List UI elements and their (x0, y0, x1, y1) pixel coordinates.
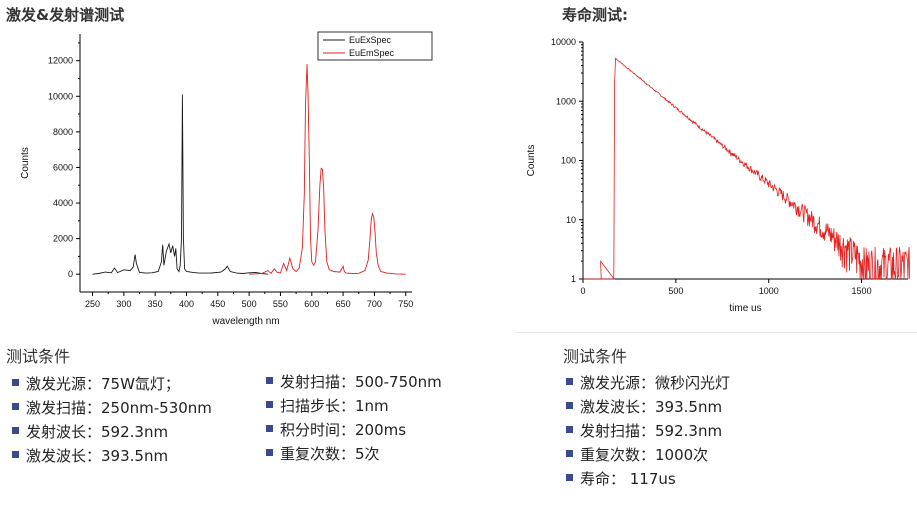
y-tick-label: 2000 (53, 234, 73, 244)
bullet-icon (12, 403, 19, 410)
x-tick-label: 450 (210, 299, 225, 309)
bullet-icon (266, 449, 273, 456)
y-tick-label: 0 (68, 269, 73, 279)
y-axis-label: Counts (526, 145, 537, 177)
condition-item: 发射波长：592.3nm (12, 420, 212, 444)
bullet-icon (566, 378, 573, 385)
condition-item: 激发光源：微秒闪光灯 (566, 371, 730, 395)
condition-item: 扫描步长：1nm (266, 394, 442, 418)
condition-item: 重复次数：5次 (266, 442, 442, 466)
condition-text: 激发光源：微秒闪光灯 (580, 374, 731, 392)
condition-text: 发射扫描：592.3nm (580, 422, 723, 440)
y-tick-label: 10000 (48, 91, 73, 101)
condition-text: 重复次数：5次 (280, 445, 380, 463)
bullet-icon (12, 379, 19, 386)
x-tick-label: 250 (85, 299, 100, 309)
x-tick-label: 1000 (759, 286, 779, 296)
y-tick-label: 1000 (556, 96, 576, 106)
bullet-icon (266, 377, 273, 384)
lifetime-title: 寿命测试: (562, 6, 628, 24)
x-tick-label: 750 (398, 299, 413, 309)
y-tick-label: 10000 (551, 37, 576, 47)
bullet-icon (266, 401, 273, 408)
y-tick-label: 6000 (53, 162, 73, 172)
excitation-conditions-heading: 测试条件 (6, 347, 71, 366)
x-tick-label: 400 (179, 299, 194, 309)
x-axis-label: time us (729, 303, 761, 314)
bullet-icon (12, 427, 19, 434)
x-tick-label: 650 (336, 299, 351, 309)
series-line-EuExSpec (92, 94, 268, 275)
x-tick-label: 350 (148, 299, 163, 309)
lifetime-conditions-heading: 测试条件 (563, 347, 628, 366)
legend-label: EuEmSpec (349, 48, 395, 58)
bullet-icon (566, 426, 573, 433)
condition-item: 发射扫描：592.3nm (566, 419, 730, 443)
excitation-conditions-list-1: 激发光源：75W氙灯； 激发扫描：250nm-530nm 发射波长：592.3nm 激… (12, 372, 212, 468)
bullet-icon (266, 425, 273, 432)
section-divider (516, 332, 917, 333)
x-tick-label: 500 (668, 286, 683, 296)
condition-text: 激发波长：393.5nm (26, 447, 169, 465)
condition-item: 重复次数：1000次 (566, 443, 730, 467)
y-tick-label: 4000 (53, 198, 73, 208)
condition-item: 寿命： 117us (566, 467, 730, 491)
y-tick-label: 12000 (48, 56, 73, 66)
decay-curve (583, 57, 911, 280)
excitation-conditions-list-2: 发射扫描：500-750nm 扫描步长：1nm 积分时间：200ms 重复次数：5次 (266, 370, 442, 466)
condition-text: 激发扫描：250nm-530nm (26, 399, 212, 417)
condition-item: 激发光源：75W氙灯； (12, 372, 212, 396)
condition-text: 重复次数：1000次 (580, 446, 709, 464)
condition-text: 寿命： 117us (580, 470, 676, 488)
legend-label: EuExSpec (349, 35, 392, 45)
bullet-icon (566, 402, 573, 409)
lifetime-decay-chart: 0 500 1000 1500 1 10 100 1000 10000 time us Counts (526, 37, 911, 314)
x-tick-label: 0 (580, 286, 585, 296)
y-tick-label: 100 (561, 156, 576, 166)
condition-text: 扫描步长：1nm (280, 397, 389, 415)
excitation-emission-title: 激发&发射谱测试 (6, 6, 125, 24)
excitation-emission-chart: 250 300 350 400 450 500 550 600 650 700 750 0 2000 40… (20, 31, 433, 327)
x-tick-label: 600 (304, 299, 319, 309)
legend: EuExSpec EuEmSpec (317, 31, 433, 61)
lifetime-conditions: 测试条件 (563, 343, 627, 375)
lifetime-conditions-list: 激发光源：微秒闪光灯 激发波长：393.5nm 发射扫描：592.3nm 重复次数：1… (566, 371, 730, 491)
x-tick-label: 500 (242, 299, 257, 309)
x-axis-label: wavelength nm (211, 316, 279, 327)
condition-item: 激发波长：393.5nm (566, 395, 730, 419)
condition-text: 发射扫描：500-750nm (280, 373, 442, 391)
series-line-EuEmSpec (249, 64, 406, 275)
condition-text: 激发光源：75W氙灯； (26, 375, 180, 393)
legend-box (317, 31, 433, 61)
condition-item: 积分时间：200ms (266, 418, 442, 442)
bullet-icon (12, 451, 19, 458)
condition-item: 发射扫描：500-750nm (266, 370, 442, 394)
bullet-icon (566, 474, 573, 481)
x-tick-label: 550 (273, 299, 288, 309)
condition-item: 激发波长：393.5nm (12, 444, 212, 468)
condition-text: 积分时间：200ms (280, 421, 407, 439)
y-tick-label: 1 (571, 274, 576, 284)
y-axis-label: Counts (20, 147, 31, 179)
x-tick-label: 300 (116, 299, 131, 309)
condition-text: 发射波长：592.3nm (26, 423, 169, 441)
y-tick-label: 8000 (53, 127, 73, 137)
x-tick-label: 700 (367, 299, 382, 309)
condition-text: 激发波长：393.5nm (580, 398, 723, 416)
condition-item: 激发扫描：250nm-530nm (12, 396, 212, 420)
x-tick-label: 1500 (852, 286, 872, 296)
bullet-icon (566, 450, 573, 457)
excitation-conditions: 测试条件 (6, 343, 70, 375)
y-tick-label: 10 (566, 215, 576, 225)
